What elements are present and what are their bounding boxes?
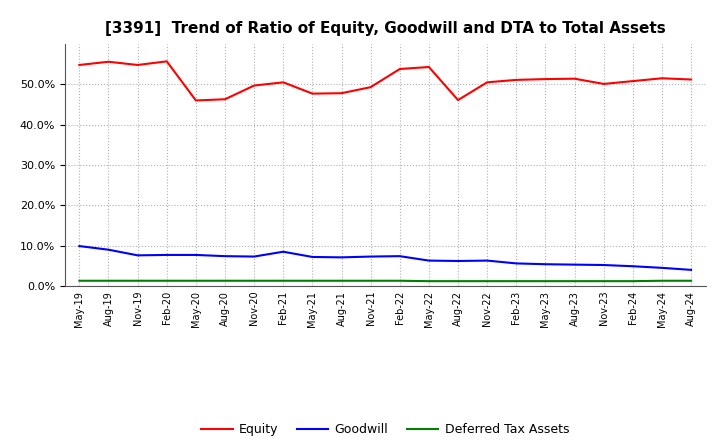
Equity (599, 81, 608, 87)
Goodwill (512, 261, 521, 266)
Equity (337, 91, 346, 96)
Goodwill (75, 243, 84, 249)
Deferred Tax Assets (687, 278, 696, 283)
Equity (133, 62, 142, 68)
Equity (220, 97, 229, 102)
Goodwill (250, 254, 258, 259)
Equity (279, 80, 287, 85)
Equity (541, 77, 550, 82)
Deferred Tax Assets (104, 278, 113, 283)
Deferred Tax Assets (541, 279, 550, 284)
Goodwill (425, 258, 433, 263)
Goodwill (599, 262, 608, 268)
Deferred Tax Assets (308, 278, 317, 283)
Goodwill (220, 253, 229, 259)
Deferred Tax Assets (366, 278, 375, 283)
Equity (308, 91, 317, 96)
Deferred Tax Assets (425, 279, 433, 284)
Deferred Tax Assets (395, 278, 404, 283)
Equity (250, 83, 258, 88)
Goodwill (570, 262, 579, 267)
Equity (163, 59, 171, 64)
Goodwill (687, 267, 696, 272)
Equity (75, 62, 84, 68)
Deferred Tax Assets (192, 278, 200, 283)
Goodwill (483, 258, 492, 263)
Equity (512, 77, 521, 83)
Deferred Tax Assets (454, 279, 462, 284)
Equity (570, 76, 579, 81)
Deferred Tax Assets (75, 278, 84, 283)
Title: [3391]  Trend of Ratio of Equity, Goodwill and DTA to Total Assets: [3391] Trend of Ratio of Equity, Goodwil… (105, 21, 665, 36)
Equity (395, 66, 404, 72)
Line: Equity: Equity (79, 61, 691, 100)
Goodwill (629, 264, 637, 269)
Equity (629, 78, 637, 84)
Equity (657, 76, 666, 81)
Deferred Tax Assets (570, 279, 579, 284)
Deferred Tax Assets (220, 278, 229, 283)
Deferred Tax Assets (483, 279, 492, 284)
Goodwill (366, 254, 375, 259)
Goodwill (337, 255, 346, 260)
Equity (425, 64, 433, 70)
Deferred Tax Assets (279, 278, 287, 283)
Equity (454, 97, 462, 103)
Equity (192, 98, 200, 103)
Goodwill (454, 258, 462, 264)
Line: Goodwill: Goodwill (79, 246, 691, 270)
Deferred Tax Assets (133, 278, 142, 283)
Deferred Tax Assets (657, 278, 666, 283)
Legend: Equity, Goodwill, Deferred Tax Assets: Equity, Goodwill, Deferred Tax Assets (197, 418, 574, 440)
Deferred Tax Assets (337, 278, 346, 283)
Equity (104, 59, 113, 64)
Goodwill (192, 252, 200, 257)
Goodwill (104, 247, 113, 253)
Goodwill (279, 249, 287, 254)
Goodwill (133, 253, 142, 258)
Deferred Tax Assets (250, 278, 258, 283)
Deferred Tax Assets (512, 279, 521, 284)
Equity (366, 84, 375, 90)
Equity (483, 80, 492, 85)
Deferred Tax Assets (163, 278, 171, 283)
Goodwill (308, 254, 317, 260)
Goodwill (163, 252, 171, 257)
Goodwill (657, 265, 666, 271)
Deferred Tax Assets (629, 279, 637, 284)
Goodwill (541, 261, 550, 267)
Deferred Tax Assets (599, 279, 608, 284)
Equity (687, 77, 696, 82)
Goodwill (395, 253, 404, 259)
